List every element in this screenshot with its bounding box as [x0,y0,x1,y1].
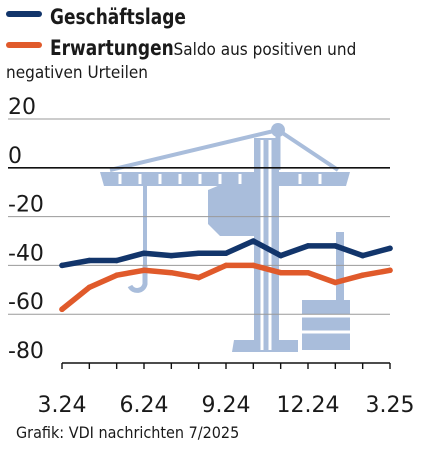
data-point-geschaeftslage [86,257,93,264]
data-point-geschaeftslage [113,257,120,264]
x-axis: 3.24 6.24 9.24 12.24 3.25 [38,362,415,418]
legend-swatch-erwartungen [6,42,42,48]
data-point-erwartungen [387,267,393,274]
data-point-geschaeftslage [59,262,65,269]
y-tick-label: 20 [8,95,36,120]
data-point-geschaeftslage [195,250,202,256]
legend-label-erwartungen: Erwartungen [50,36,174,60]
legend-note-continued: negativen Urteilen [6,63,148,83]
data-point-erwartungen [141,267,147,274]
data-point-geschaeftslage [359,252,366,259]
data-point-erwartungen [195,274,202,281]
data-point-geschaeftslage [305,243,311,249]
x-tick-label: 6.24 [120,393,169,418]
data-point-erwartungen [59,306,65,313]
y-tick-label: -60 [8,290,44,315]
construction-crane-icon [100,123,350,352]
data-point-erwartungen [332,279,339,286]
x-tick-label: 3.24 [38,393,87,418]
data-point-geschaeftslage [223,250,229,256]
data-point-geschaeftslage [141,250,147,256]
data-point-erwartungen [277,269,284,276]
x-tick-label: 3.25 [366,393,415,418]
data-point-erwartungen [86,284,93,291]
data-point-erwartungen [359,272,366,278]
data-point-erwartungen [168,269,175,276]
legend-swatch-geschaeftslage [6,11,42,17]
legend-item-geschaeftslage: Geschäftslage [6,2,421,33]
legend-item-erwartungen: Erwartungen Saldo aus positiven und [6,33,421,66]
source-note: Grafik: VDI nachrichten 7/2025 [16,423,240,442]
data-point-geschaeftslage [277,252,284,259]
data-point-geschaeftslage [332,243,339,249]
y-tick-label: -40 [8,241,44,266]
y-tick-label: -80 [8,339,44,364]
y-tick-label: -20 [8,193,44,218]
legend-label-geschaeftslage: Geschäftslage [50,5,186,29]
y-axis-tick-labels: 20 0 -20 -40 -60 -80 [8,95,44,364]
x-tick-label: 9.24 [202,393,251,418]
data-point-geschaeftslage [250,238,257,244]
data-point-erwartungen [305,269,311,276]
data-point-geschaeftslage [168,252,175,259]
data-point-erwartungen [250,262,257,269]
legend-note: Saldo aus positiven und [173,40,357,60]
data-point-geschaeftslage [387,245,393,252]
data-point-erwartungen [113,272,120,278]
legend: Geschäftslage Erwartungen Saldo aus posi… [6,2,421,84]
x-tick-label: 12.24 [277,393,340,418]
data-point-erwartungen [223,262,229,269]
y-tick-label: 0 [8,144,22,169]
series-lines [59,238,393,313]
